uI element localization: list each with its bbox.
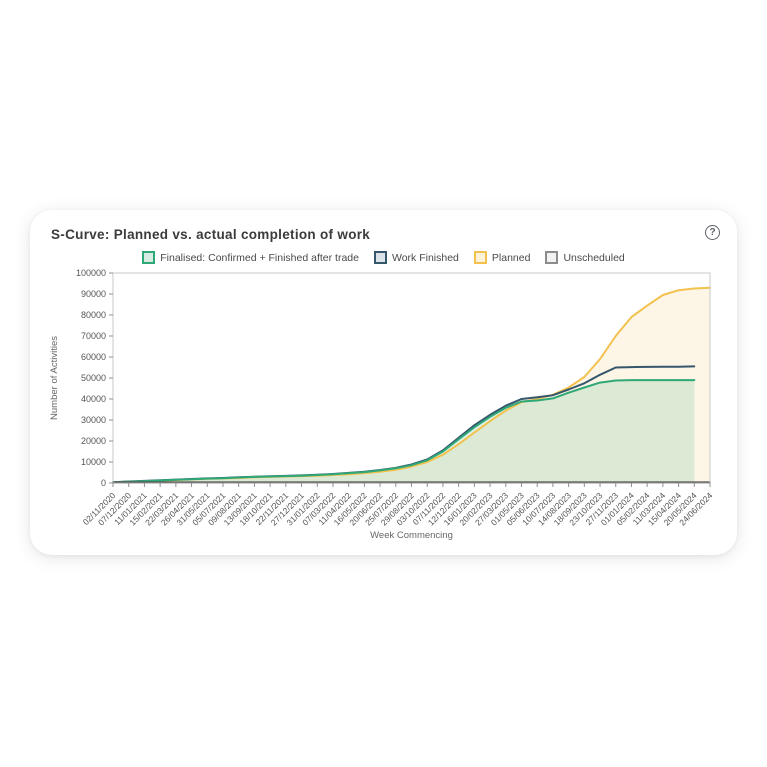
- svg-text:50000: 50000: [81, 373, 106, 383]
- s-curve-card: S-Curve: Planned vs. actual completion o…: [30, 210, 737, 555]
- legend-swatch-work-finished: [373, 251, 387, 264]
- chart-canvas: 0 10000 20000 30000 40000 50000 60000 70000 8000…: [49, 268, 715, 541]
- legend-item-finalised[interactable]: Finalised: Confirmed + Finished after tr…: [142, 251, 359, 264]
- svg-text:80000: 80000: [81, 310, 106, 320]
- svg-text:20000: 20000: [81, 436, 106, 446]
- legend-swatch-finalised: [142, 251, 156, 264]
- legend-swatch-unscheduled: [545, 251, 559, 264]
- legend-label: Finalised: Confirmed + Finished after tr…: [160, 251, 359, 264]
- help-icon[interactable]: ?: [705, 225, 720, 240]
- svg-text:70000: 70000: [81, 331, 106, 341]
- legend-label: Unscheduled: [563, 251, 625, 264]
- svg-text:Week Commencing: Week Commencing: [370, 530, 453, 541]
- svg-text:40000: 40000: [81, 394, 106, 404]
- page-title: S-Curve: Planned vs. actual completion o…: [51, 227, 371, 242]
- legend-label: Planned: [491, 251, 531, 264]
- legend-item-unscheduled[interactable]: Unscheduled: [545, 251, 625, 264]
- legend-label: Work Finished: [391, 251, 459, 264]
- svg-text:60000: 60000: [81, 352, 106, 362]
- legend-item-work-finished[interactable]: Work Finished: [373, 251, 459, 264]
- svg-text:90000: 90000: [81, 289, 106, 299]
- svg-text:30000: 30000: [81, 415, 106, 425]
- legend-item-planned[interactable]: Planned: [473, 251, 531, 264]
- svg-text:Number of Activities: Number of Activities: [49, 336, 60, 420]
- legend-swatch-planned: [473, 251, 487, 264]
- chart-legend: Finalised: Confirmed + Finished after tr…: [30, 251, 737, 264]
- svg-text:100000: 100000: [76, 268, 106, 278]
- svg-text:10000: 10000: [81, 457, 106, 467]
- s-curve-chart: 0 10000 20000 30000 40000 50000 60000 70000 8000…: [35, 265, 735, 553]
- svg-text:0: 0: [101, 478, 106, 488]
